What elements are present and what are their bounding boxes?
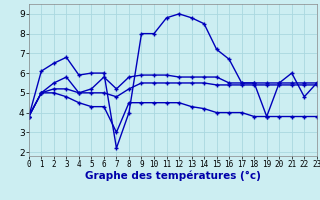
X-axis label: Graphe des températures (°c): Graphe des températures (°c) [85,171,261,181]
